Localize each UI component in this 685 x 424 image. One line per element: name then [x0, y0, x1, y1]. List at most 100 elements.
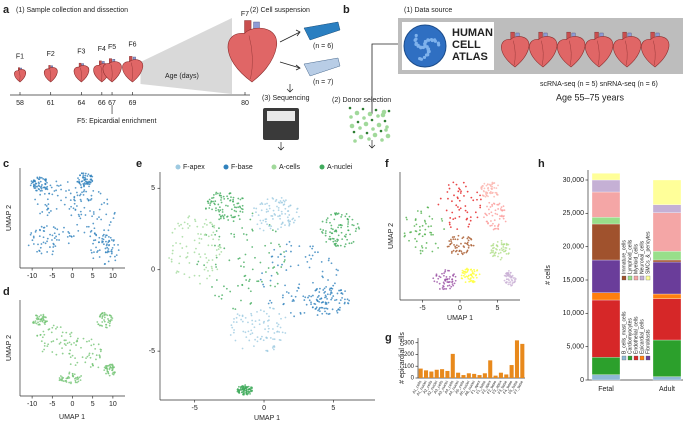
umap-point	[45, 205, 48, 207]
umap-point	[108, 239, 111, 242]
umap-point	[60, 199, 62, 202]
umap-point	[63, 343, 66, 345]
umap-point	[34, 320, 37, 323]
bar-segment	[591, 357, 621, 375]
umap-point	[420, 210, 423, 213]
umap-point	[293, 315, 296, 318]
umap-point	[469, 268, 472, 271]
umap-point	[61, 377, 64, 380]
x-tick-label: A6_nuclei	[464, 380, 476, 397]
umap-point	[56, 184, 59, 187]
umap-point	[441, 272, 443, 275]
x-tick-label: F3_base	[497, 380, 508, 395]
umap-point	[472, 276, 475, 279]
umap-point	[221, 294, 224, 297]
age-label: 66	[98, 100, 106, 107]
panel-label: f	[385, 158, 389, 170]
umap-point	[284, 224, 286, 227]
umap-point	[420, 245, 423, 247]
umap-point	[286, 216, 289, 219]
umap-point	[321, 220, 324, 223]
umap-point	[325, 301, 328, 304]
umap-point	[303, 299, 306, 301]
umap-point	[49, 233, 51, 236]
umap-point	[220, 201, 223, 204]
umap-point	[211, 286, 213, 288]
umap-point	[81, 191, 83, 194]
umap-point	[483, 182, 486, 185]
age-label: 61	[47, 100, 55, 107]
umap-point	[262, 219, 265, 222]
umap-point	[251, 268, 254, 271]
umap-point	[508, 279, 510, 282]
umap-point	[226, 215, 229, 218]
umap-point	[311, 254, 314, 257]
umap-point	[457, 245, 460, 248]
umap-point	[32, 243, 35, 245]
umap-point	[336, 311, 339, 314]
umap-point	[341, 224, 343, 227]
umap-point	[293, 219, 296, 222]
atlas-word: HUMAN	[452, 27, 493, 39]
umap-point	[87, 225, 90, 228]
globe-dot	[433, 39, 437, 43]
legend-label: F-base	[231, 164, 253, 171]
umap-point	[460, 277, 463, 280]
umap-point	[98, 256, 101, 258]
umap-point	[262, 229, 265, 232]
umap-point	[41, 184, 43, 186]
umap-point	[449, 217, 452, 219]
umap-point	[91, 175, 94, 178]
x-tick-label: Adult	[659, 386, 675, 393]
umap-point	[265, 312, 268, 315]
globe-dot	[427, 38, 431, 42]
umap-point	[452, 249, 455, 252]
umap-point	[433, 280, 436, 283]
umap-point	[220, 194, 222, 197]
umap-point	[249, 392, 251, 395]
umap-point	[230, 324, 233, 327]
umap-point	[470, 274, 473, 276]
umap-point	[289, 204, 292, 207]
umap-point	[260, 222, 263, 225]
umap-point	[69, 356, 72, 359]
x-tick-label: 0	[458, 305, 462, 312]
umap-point	[86, 178, 88, 181]
umap-point	[72, 235, 75, 237]
umap-point	[194, 220, 197, 223]
umap-point	[485, 184, 488, 187]
umap-point	[336, 240, 339, 243]
umap-point	[237, 257, 240, 260]
umap-point	[331, 287, 334, 290]
x-tick-label: 0	[262, 405, 266, 412]
umap-point	[281, 296, 284, 299]
umap-point	[266, 198, 269, 201]
umap-point	[68, 376, 71, 379]
umap-point	[104, 247, 107, 250]
umap-point	[90, 338, 93, 341]
umap-point	[89, 181, 92, 183]
umap-point	[258, 323, 261, 326]
umap-point	[79, 174, 81, 177]
umap-point	[288, 240, 291, 243]
umap-point	[68, 208, 71, 210]
umap-point	[64, 380, 67, 382]
umap-point	[414, 218, 417, 220]
umap-point	[341, 296, 343, 299]
umap-point	[54, 227, 57, 230]
donor-dot	[385, 133, 391, 139]
umap-point	[499, 215, 501, 217]
umap-point	[298, 245, 301, 248]
umap-point	[324, 294, 327, 297]
umap-point	[463, 273, 466, 275]
bracket	[371, 43, 398, 114]
umap-point	[441, 286, 444, 289]
umap-point	[254, 338, 256, 341]
umap-point	[490, 185, 492, 188]
umap-point	[418, 232, 421, 235]
umap-point	[219, 246, 221, 248]
umap-point	[109, 314, 112, 317]
legend-label: A-cells	[279, 164, 301, 171]
umap-point	[347, 218, 350, 221]
umap-point	[492, 251, 494, 254]
